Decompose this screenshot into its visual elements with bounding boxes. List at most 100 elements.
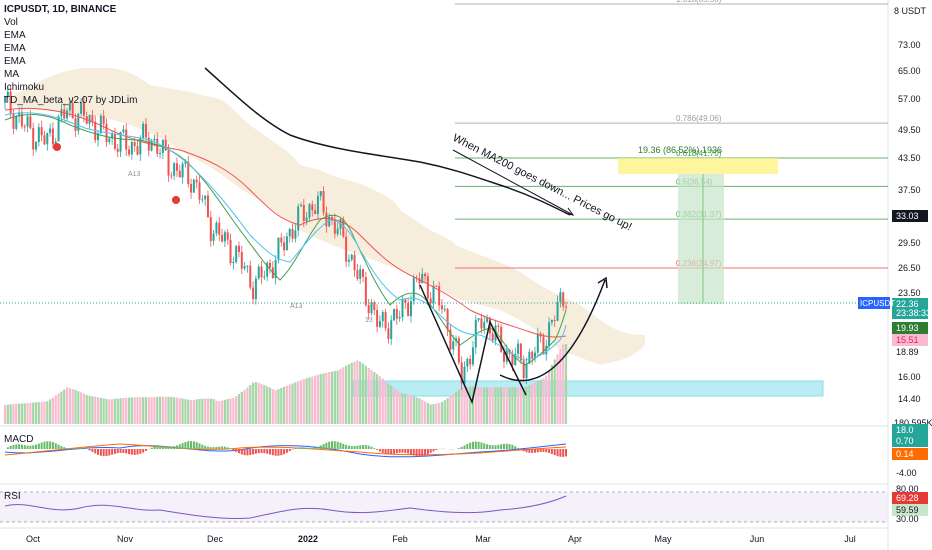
volume-bar: [274, 390, 277, 424]
candle-body: [486, 318, 489, 322]
volume-bar: [204, 398, 207, 424]
macd-bar: [533, 449, 536, 453]
candle-body: [111, 134, 114, 139]
volume-bar: [440, 402, 444, 424]
indicator-ichimoku[interactable]: Ichimoku: [4, 82, 45, 93]
volume-bar: [536, 380, 539, 424]
candle-body: [511, 353, 514, 366]
candle-body: [263, 276, 266, 278]
macd-bar: [387, 449, 390, 455]
volume-bar: [99, 397, 102, 424]
candle-body: [364, 276, 367, 306]
volume-bar: [347, 364, 351, 424]
candle-body: [381, 312, 384, 322]
volume-bar: [446, 398, 449, 424]
candle-body: [43, 135, 46, 145]
macd-bar: [257, 449, 260, 454]
candle-body: [63, 109, 66, 119]
macd-bar: [116, 449, 119, 454]
time-tick: Oct: [26, 534, 41, 544]
indicator-ema-1[interactable]: EMA: [4, 30, 26, 41]
symbol-title[interactable]: ICPUSDT, 1D, BINANCE: [4, 4, 117, 15]
macd-bar: [421, 449, 424, 457]
annotation-text: When MA200 goes down... Prices go up!: [451, 132, 634, 233]
macd-bar: [429, 449, 432, 453]
long-position-zone[interactable]: [678, 174, 724, 304]
candle-body: [192, 179, 195, 193]
volume-bar: [333, 371, 336, 424]
macd-bar: [209, 447, 212, 449]
candle-body: [156, 138, 159, 154]
macd-bar: [263, 449, 266, 454]
candle-body: [201, 199, 204, 201]
volume-bar: [319, 374, 322, 424]
moving-averages: [4, 67, 571, 366]
indicator-vol[interactable]: Vol: [4, 17, 18, 28]
volume-bar: [40, 401, 43, 424]
candle-body: [195, 179, 198, 183]
volume-bar: [201, 398, 204, 424]
support-zone[interactable]: [352, 380, 824, 397]
volume-bar: [111, 399, 114, 424]
volume-bar: [376, 374, 379, 424]
macd-bar: [432, 449, 435, 452]
candle-body: [426, 276, 429, 299]
candle-body: [9, 91, 12, 114]
price-axis[interactable]: 73.00 65.00 57.00 49.50 43.50 37.50 29.50 26.50…: [858, 40, 932, 524]
volume-bar: [280, 387, 283, 424]
macd-label[interactable]: MACD: [4, 434, 34, 445]
macd-bar: [539, 449, 542, 452]
candle-body: [528, 351, 531, 364]
candle-body: [122, 129, 125, 133]
candle-body: [116, 148, 119, 152]
indicator-ema-2[interactable]: EMA: [4, 43, 26, 54]
candle-body: [412, 277, 415, 301]
candle-body: [328, 216, 331, 227]
candle-body: [409, 300, 412, 317]
volume-bar: [215, 400, 218, 424]
fibonacci-retracement[interactable]: 1.618(85.50)0.786(49.06)0.618(41.70)0.5(…: [455, 0, 888, 269]
candle-body: [99, 115, 102, 134]
volume-bar: [485, 387, 489, 424]
volume-bar: [122, 398, 125, 424]
volume-bar: [311, 376, 314, 424]
candle-body: [204, 195, 207, 200]
macd-bar: [556, 449, 559, 457]
macd-bar: [553, 449, 556, 456]
macd-bar: [190, 441, 193, 449]
macd-bar: [268, 449, 271, 455]
volume-bar: [237, 393, 241, 424]
time-tick: Jul: [844, 534, 856, 544]
macd-bar: [331, 441, 334, 449]
macd-bar: [401, 449, 404, 453]
indicator-ema-3[interactable]: EMA: [4, 56, 26, 67]
rsi-label[interactable]: RSI: [4, 491, 21, 502]
volume-bar: [80, 392, 83, 424]
indicator-td-ma[interactable]: TD_MA_beta_v2.07 by JDLim: [4, 95, 138, 106]
volume-bar: [277, 389, 280, 424]
rsi-badge-1-text: 69.28: [896, 493, 919, 503]
candle-body: [393, 309, 396, 321]
volume-bar: [488, 387, 491, 424]
volume-bar: [435, 403, 438, 424]
macd-bar: [156, 445, 159, 449]
volume-bar: [15, 403, 18, 424]
macd-bar: [545, 449, 548, 453]
candle-body: [229, 239, 232, 264]
volume-bar: [127, 397, 131, 424]
macd-bar: [412, 449, 415, 456]
target-zone[interactable]: [618, 158, 778, 174]
candle-body: [440, 305, 443, 310]
candle-body: [173, 163, 176, 176]
macd-bar: [161, 445, 164, 449]
countdown-badge: [892, 307, 928, 319]
macd-bar: [562, 449, 565, 457]
svg-text:A13: A13: [128, 171, 141, 178]
volume-bar: [330, 371, 334, 424]
candlesticks: [4, 85, 567, 390]
volume-bar: [491, 387, 494, 424]
volume-bar: [147, 397, 150, 424]
candle-body: [32, 128, 35, 150]
indicator-ma[interactable]: MA: [4, 69, 19, 80]
